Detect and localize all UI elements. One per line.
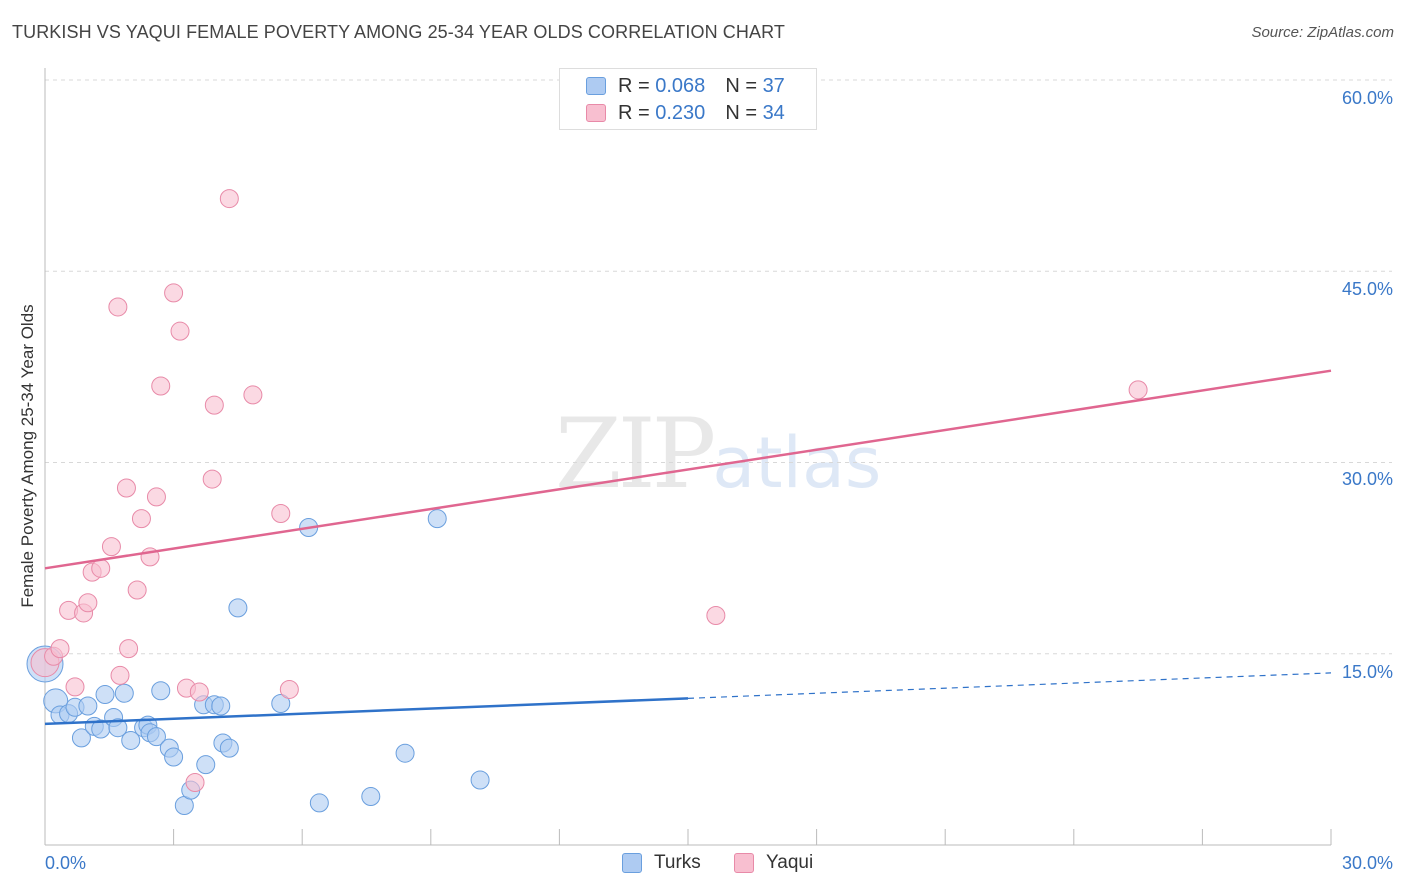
turks-point (71, 728, 91, 748)
turks-point (146, 727, 166, 747)
n-label: N = (725, 75, 763, 97)
yaqui-point (185, 773, 205, 793)
turks-point (470, 770, 490, 790)
x-tick-label: 30.0% (1342, 853, 1393, 873)
y-tick-label: 45.0% (1342, 279, 1393, 299)
yaqui-point (1128, 380, 1148, 400)
yaqui-trend-line (44, 369, 1332, 570)
n-label: N = (725, 102, 763, 124)
chart-title: TURKISH VS YAQUI FEMALE POVERTY AMONG 25… (12, 22, 785, 42)
yaqui-legend-swatch (734, 853, 754, 873)
r-label: R = (618, 102, 656, 124)
turks-point (361, 787, 381, 807)
trend-lines (44, 369, 1332, 726)
yaqui-swatch (586, 104, 606, 122)
legend-label-yaqui: Yaqui (766, 852, 814, 873)
yaqui-point (170, 321, 190, 341)
yaqui-point (243, 385, 263, 405)
turks-point (228, 598, 248, 618)
correlation-legend: R = 0.068 N = 37 R = 0.230 N = 34 (559, 68, 817, 130)
turks-point (427, 509, 447, 529)
r-label: R = (618, 75, 656, 97)
turks-point (164, 747, 184, 767)
turks-point (395, 743, 415, 763)
turks-point (108, 718, 128, 738)
r-value-yaqui: 0.230 (655, 102, 706, 124)
yaqui-point (202, 469, 222, 489)
yaqui-point (279, 679, 299, 699)
yaqui-point (50, 639, 70, 659)
yaqui-point (78, 593, 98, 613)
turks-point (271, 693, 291, 713)
grid-lines (45, 79, 1392, 655)
yaqui-point (271, 504, 291, 523)
turks-point (95, 685, 115, 705)
legend-text-turks: R = 0.068 N = 37 (618, 75, 785, 98)
y-tick-label: 30.0% (1342, 469, 1393, 489)
turks-trend-extension (687, 672, 1332, 699)
yaqui-point (116, 478, 136, 498)
yaqui-point (706, 606, 726, 625)
yaqui-point (108, 297, 128, 317)
source-credit: Source: ZipAtlas.com (1251, 24, 1394, 41)
yaqui-point (151, 376, 171, 396)
r-value-turks: 0.068 (655, 75, 706, 97)
series-turks (26, 509, 490, 815)
yaqui-point (164, 283, 184, 303)
turks-point (114, 683, 134, 703)
x-tick-label: 0.0% (45, 853, 86, 873)
turks-point (121, 730, 141, 750)
y-tick-label: 60.0% (1342, 88, 1393, 108)
yaqui-point (65, 677, 85, 697)
n-value-turks: 37 (762, 75, 785, 97)
n-value-yaqui: 34 (762, 102, 785, 124)
y-tick-label: 15.0% (1342, 662, 1393, 682)
turks-point (309, 793, 329, 813)
turks-legend-swatch (622, 853, 642, 873)
turks-swatch (586, 77, 606, 95)
turks-point (196, 755, 216, 775)
legend-text-yaqui: R = 0.230 N = 34 (618, 102, 785, 125)
yaqui-point (189, 682, 209, 702)
yaqui-point (146, 487, 166, 507)
turks-trend-line (44, 697, 689, 726)
turks-point (78, 696, 98, 716)
yaqui-point (127, 580, 147, 600)
series-yaqui (30, 189, 1148, 793)
yaqui-point (110, 665, 130, 685)
turks-point (211, 696, 231, 716)
yaqui-point (131, 509, 151, 529)
turks-point (219, 738, 239, 758)
tick-labels: 15.0% 30.0% 45.0% 60.0% 0.0% 30.0% (45, 88, 1393, 873)
yaqui-point (219, 189, 239, 209)
legend-label-turks: Turks (654, 852, 701, 873)
yaqui-point (204, 395, 224, 415)
watermark-zip: ZIP (555, 398, 716, 510)
yaqui-point (119, 639, 139, 659)
axes (44, 68, 1332, 846)
turks-point (151, 681, 171, 701)
yaqui-point (101, 537, 121, 557)
yaqui-point (91, 558, 111, 578)
